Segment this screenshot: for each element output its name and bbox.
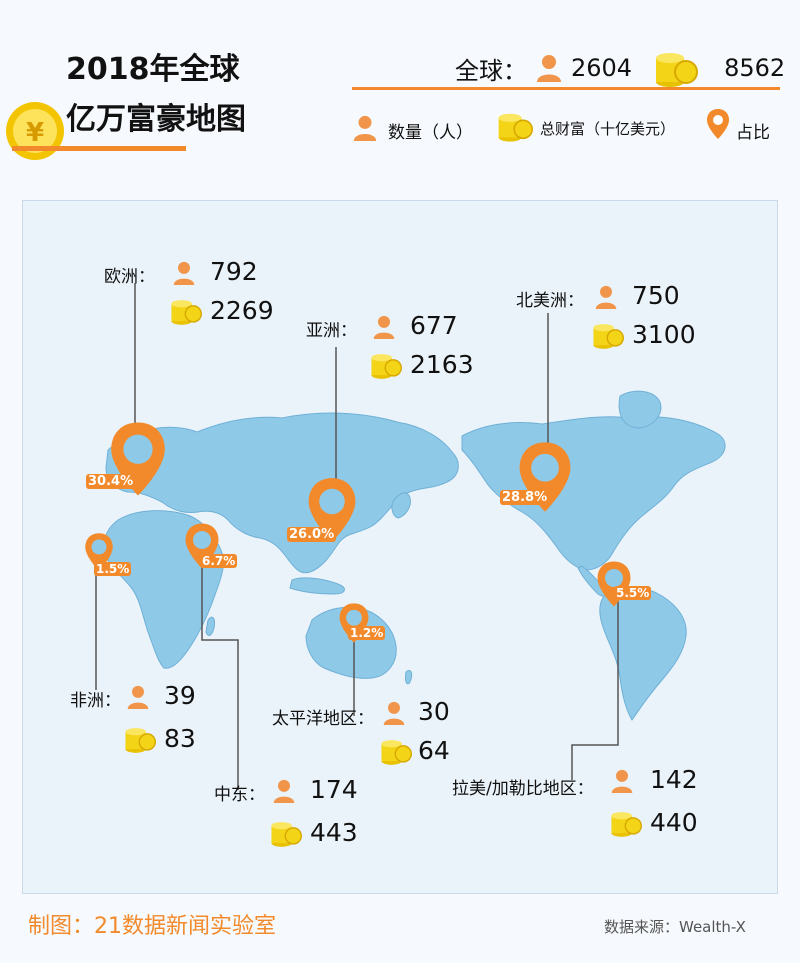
- latin-america-name: 拉美/加勒比地区：: [452, 779, 594, 799]
- header: ¥ 2018年全球 亿万富豪地图 全球： 2604 8562 数量（人） 总财富…: [0, 0, 800, 190]
- coin-stack-icon: [656, 53, 699, 87]
- pacific-count: 30: [418, 697, 450, 726]
- coin-stack-icon: [498, 113, 533, 142]
- africa-share: 1.5%: [94, 562, 132, 576]
- page-title-line1: 2018年全球: [66, 52, 240, 87]
- north-america-count: 750: [632, 281, 680, 310]
- person-icon: [595, 285, 617, 309]
- europe-wealth: 2269: [210, 296, 274, 325]
- latin-america-share: 5.5%: [614, 586, 652, 600]
- location-pin-icon: [308, 478, 356, 542]
- asia-wealth: 2163: [410, 350, 474, 379]
- latin-america-wealth: 440: [650, 808, 698, 837]
- title-underline: [12, 146, 186, 151]
- global-label: 全球：: [455, 56, 527, 85]
- asia-name: 亚洲：: [306, 321, 357, 341]
- asia-share: 26.0%: [287, 527, 337, 542]
- pacific-name: 太平洋地区：: [272, 709, 374, 729]
- person-icon: [537, 55, 561, 82]
- middle-east-wealth: 443: [310, 818, 358, 847]
- north-america-wealth: 3100: [632, 320, 696, 349]
- data-source: 数据来源：Wealth-X: [604, 918, 746, 936]
- north-america-name: 北美洲：: [516, 291, 584, 311]
- legend-share-label: 占比: [736, 123, 770, 143]
- location-pin-icon: [707, 109, 729, 139]
- japan: [391, 492, 411, 519]
- person-icon: [373, 315, 395, 339]
- greenland: [618, 390, 662, 429]
- europe-count: 792: [210, 257, 258, 286]
- summary-underline: [352, 87, 780, 90]
- person-icon: [173, 261, 195, 285]
- global-summary: 全球： 2604 8562: [455, 48, 785, 88]
- svg-text:¥: ¥: [26, 118, 44, 148]
- africa-count: 39: [164, 681, 196, 710]
- europe-share: 30.4%: [86, 474, 136, 489]
- africa-name: 非洲：: [70, 691, 121, 711]
- global-count: 2604: [571, 54, 633, 82]
- connector-latin-america: [571, 592, 619, 780]
- pacific-wealth: 64: [418, 736, 450, 765]
- map-credit: 制图：21数据新闻实验室: [28, 914, 276, 939]
- coin-stack-icon: [381, 740, 412, 765]
- page-title-line2: 亿万富豪地图: [66, 102, 246, 137]
- person-icon: [273, 779, 295, 803]
- legend-count-label: 数量（人）: [388, 123, 473, 143]
- coin-icon: ¥: [6, 102, 64, 160]
- new-zealand: [405, 669, 413, 685]
- eurasia-landmass: [105, 412, 459, 574]
- europe-name: 欧洲：: [104, 267, 155, 287]
- coin-stack-icon: [171, 300, 202, 325]
- person-icon: [353, 115, 377, 141]
- location-pin-icon: [597, 561, 631, 607]
- legend-wealth-label: 总财富（十亿美元）: [540, 120, 676, 138]
- global-wealth: 8562: [724, 54, 786, 82]
- latin-america-count: 142: [650, 765, 698, 794]
- coin-stack-icon: [371, 354, 402, 379]
- middle-east-name: 中东：: [214, 785, 265, 805]
- person-icon: [127, 685, 149, 709]
- middle-east-share: 6.7%: [200, 554, 238, 568]
- coin-stack-icon: [611, 812, 642, 837]
- coin-stack-icon: [271, 822, 302, 847]
- location-pin-icon: [85, 533, 113, 571]
- north-america-share: 28.8%: [500, 490, 550, 505]
- person-icon: [383, 701, 405, 725]
- africa-wealth: 83: [164, 724, 196, 753]
- coin-stack-icon: [593, 324, 624, 349]
- south-america-landmass: [599, 586, 687, 721]
- pacific-share: 1.2%: [348, 626, 386, 640]
- asia-count: 677: [410, 311, 458, 340]
- coin-stack-icon: [125, 728, 156, 753]
- middle-east-count: 174: [310, 775, 358, 804]
- indonesia: [289, 577, 345, 595]
- person-icon: [611, 769, 633, 793]
- connector-middle-east: [201, 560, 239, 790]
- madagascar: [205, 616, 215, 636]
